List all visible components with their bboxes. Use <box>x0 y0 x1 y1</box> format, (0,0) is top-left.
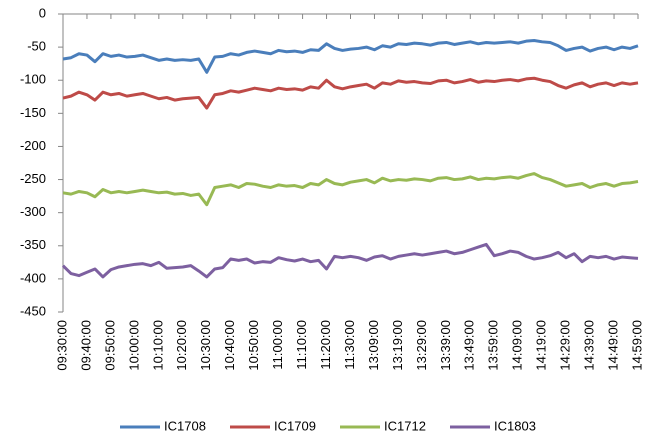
y-tick-label: -50 <box>27 39 46 54</box>
legend-label: IC1709 <box>274 418 316 433</box>
x-tick-label: 09:40:00 <box>78 320 93 371</box>
y-tick-label: -350 <box>20 237 46 252</box>
legend-label: IC1803 <box>494 418 536 433</box>
x-tick-label: 13:19:00 <box>390 320 405 371</box>
x-tick-label: 11:20:00 <box>318 320 333 370</box>
x-tick-label: 11:00:00 <box>270 320 285 370</box>
y-tick-label: -250 <box>20 171 46 186</box>
y-tick-label: -150 <box>20 105 46 120</box>
x-tick-label: 11:30:00 <box>342 320 357 370</box>
x-tick-label: 09:30:00 <box>54 320 69 371</box>
y-tick-label: -200 <box>20 138 46 153</box>
y-tick-label: -100 <box>20 72 46 87</box>
x-tick-label: 14:49:00 <box>605 320 620 371</box>
legend-label: IC1712 <box>384 418 426 433</box>
y-tick-label: -300 <box>20 204 46 219</box>
series-line <box>61 242 639 279</box>
x-tick-label: 09:50:00 <box>102 320 117 371</box>
x-tick-label: 10:50:00 <box>246 320 261 371</box>
series-line <box>62 172 639 207</box>
x-tick-label: 13:09:00 <box>366 320 381 371</box>
x-tick-label: 10:00:00 <box>126 320 141 371</box>
legend-label: IC1708 <box>164 418 206 433</box>
x-tick-label: 13:29:00 <box>414 320 429 371</box>
series-line <box>62 38 639 74</box>
series-line <box>62 76 639 110</box>
x-tick-label: 14:29:00 <box>558 320 573 371</box>
y-tick-label: -450 <box>20 303 46 318</box>
x-tick-label: 13:59:00 <box>486 320 501 371</box>
x-tick-label: 10:10:00 <box>150 320 165 371</box>
x-tick-label: 14:39:00 <box>582 320 597 371</box>
x-tick-label: 10:20:00 <box>174 320 189 371</box>
x-tick-label: 14:09:00 <box>510 320 525 371</box>
x-tick-label: 11:10:00 <box>294 320 309 370</box>
y-tick-label: 0 <box>39 5 46 20</box>
x-tick-label: 14:59:00 <box>629 320 644 371</box>
x-tick-label: 10:40:00 <box>222 320 237 371</box>
x-tick-label: 14:19:00 <box>534 320 549 371</box>
y-tick-label: -400 <box>20 270 46 285</box>
x-tick-label: 13:39:00 <box>438 320 453 371</box>
x-tick-label: 13:49:00 <box>462 320 477 371</box>
x-tick-label: 10:30:00 <box>198 320 213 371</box>
